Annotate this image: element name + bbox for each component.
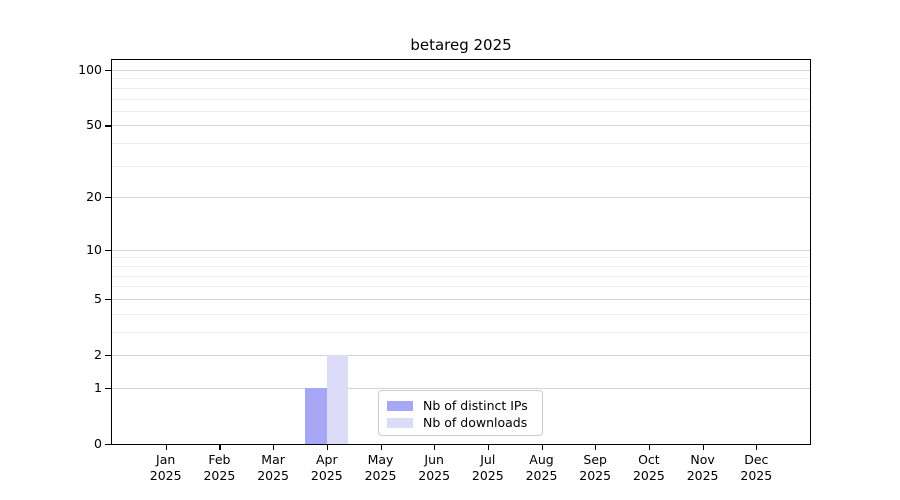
y-tick-mark [105,197,111,199]
y-tick-mark [105,70,111,72]
x-tick-mark [165,444,167,450]
major-gridline [112,355,810,356]
legend-label: Nb of downloads [423,415,528,430]
minor-gridline [112,313,810,315]
y-tick-mark [105,444,111,446]
x-tick-mark [702,444,704,450]
chart-title: betareg 2025 [410,36,512,54]
y-tick-label: 5 [94,290,102,306]
legend-item: Nb of distinct IPs [387,397,534,414]
plot-area: Nb of distinct IPs Nb of downloads [111,59,811,445]
x-tick-mark [434,444,436,450]
x-tick-label: Apr 2025 [310,452,343,483]
x-tick-mark [380,444,382,450]
x-tick-mark [487,444,489,450]
legend-label: Nb of distinct IPs [423,398,528,413]
x-tick-mark [219,444,221,450]
legend-item: Nb of downloads [387,414,534,431]
y-tick-label: 0 [94,436,102,451]
x-tick-label: Dec 2025 [740,452,773,483]
y-tick-mark [105,249,111,251]
major-gridline [112,387,810,389]
minor-gridline [112,286,810,288]
y-tick-mark [105,387,111,389]
x-tick-label: Jul 2025 [471,452,504,483]
x-tick-mark [595,444,597,450]
minor-gridline [112,265,810,267]
y-tick-label: 1 [94,379,102,395]
major-gridline [112,298,810,300]
y-tick-mark [105,355,111,357]
minor-gridline [112,331,810,333]
y-tick-label: 100 [78,62,102,77]
bar-downloads [326,355,349,444]
x-tick-label: Oct 2025 [632,452,665,483]
y-tick-label: 2 [94,347,102,362]
major-gridline [112,70,810,71]
x-tick-label: Jun 2025 [418,452,451,483]
minor-gridline [112,165,810,167]
major-gridline [112,125,810,127]
x-tick-label: Mar 2025 [257,452,289,483]
y-tick-label: 10 [86,241,102,257]
x-tick-mark [541,444,543,450]
major-gridline [112,197,810,199]
minor-gridline [112,275,810,277]
minor-gridline [112,110,810,112]
x-tick-label: Feb 2025 [203,452,236,483]
y-tick-label: 50 [86,117,102,133]
minor-gridline [112,87,810,89]
y-tick-label: 20 [86,189,102,205]
minor-gridline [112,143,810,145]
minor-gridline [112,98,810,100]
y-tick-mark [105,298,111,300]
legend-swatch [387,400,413,411]
x-tick-mark [756,444,758,450]
y-tick-mark [105,125,111,127]
x-tick-label: Aug 2025 [525,452,558,483]
x-tick-mark [326,444,328,450]
bar-distinct-ips [305,387,327,444]
minor-gridline [112,78,810,80]
x-tick-label: Nov 2025 [686,452,719,483]
x-tick-label: Jan 2025 [149,452,182,483]
legend-swatch [387,417,413,428]
minor-gridline [112,257,810,259]
x-tick-label: Sep 2025 [579,452,612,483]
x-tick-mark [648,444,651,450]
major-gridline [112,249,810,251]
legend: Nb of distinct IPs Nb of downloads [378,390,543,436]
x-tick-mark [273,444,275,450]
x-tick-label: May 2025 [364,452,397,483]
